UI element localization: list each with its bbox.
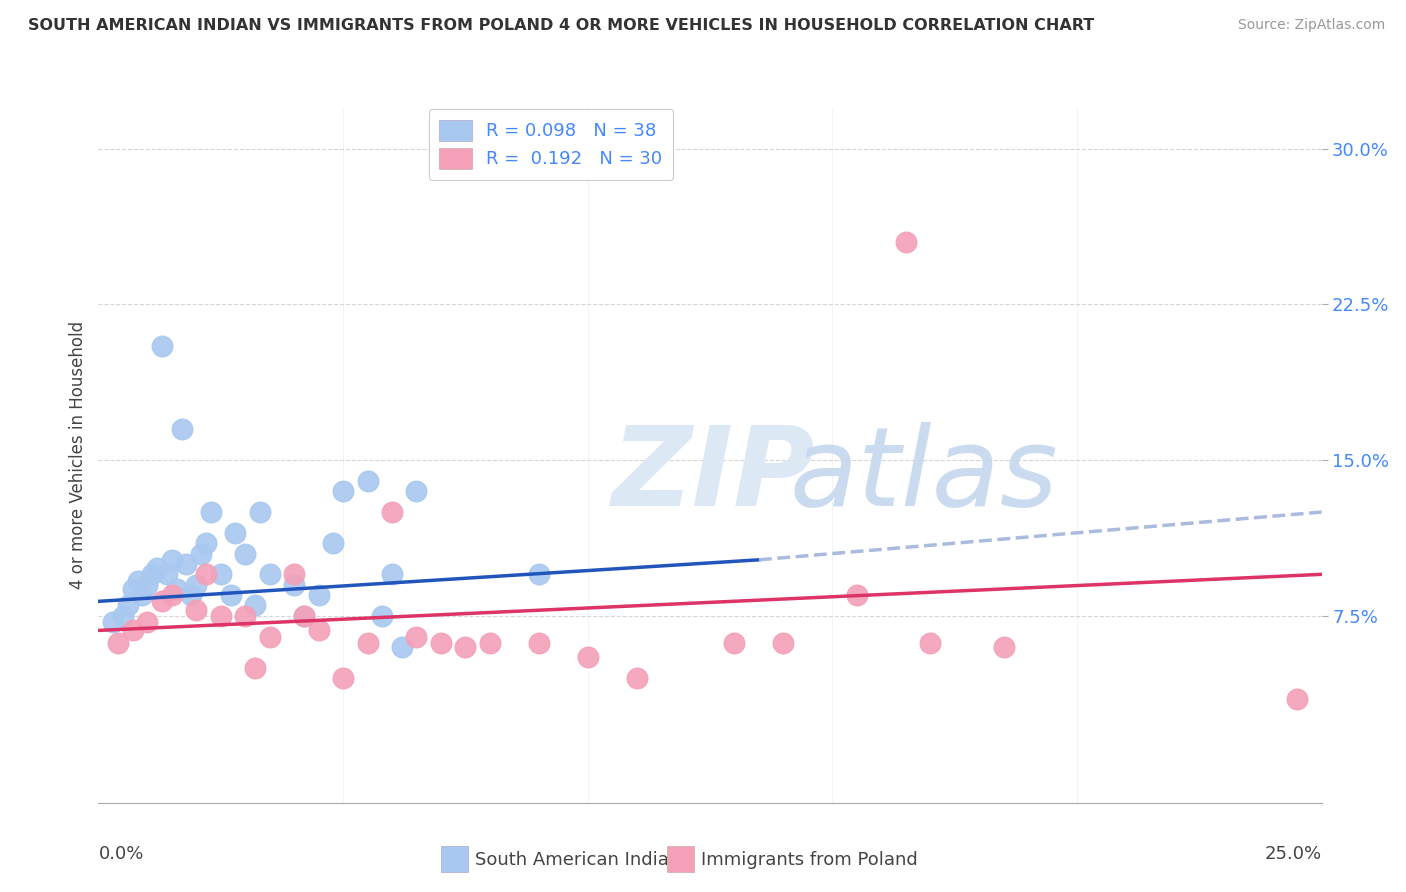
Point <box>454 640 477 654</box>
Point <box>772 636 794 650</box>
Point <box>160 588 183 602</box>
Y-axis label: 4 or more Vehicles in Household: 4 or more Vehicles in Household <box>69 321 87 589</box>
Point <box>170 422 193 436</box>
Point <box>920 636 942 650</box>
Point <box>405 630 427 644</box>
Point <box>190 547 212 561</box>
Point <box>478 636 501 650</box>
Point <box>176 557 198 571</box>
Point <box>430 636 453 650</box>
Bar <box>441 846 468 872</box>
Point <box>219 588 242 602</box>
Point <box>136 578 159 592</box>
Point <box>224 525 246 540</box>
Point <box>200 505 222 519</box>
Text: 0.0%: 0.0% <box>98 845 143 863</box>
Point <box>527 636 550 650</box>
Point <box>249 505 271 519</box>
Point <box>283 578 305 592</box>
Point <box>131 588 153 602</box>
Point <box>322 536 344 550</box>
Point <box>894 235 917 249</box>
Point <box>186 602 208 616</box>
Point <box>121 624 143 638</box>
Point <box>186 578 208 592</box>
Point <box>150 594 173 608</box>
Point <box>209 567 232 582</box>
Point <box>626 671 648 685</box>
Point <box>308 624 330 638</box>
Point <box>292 608 315 623</box>
Point <box>141 567 163 582</box>
Point <box>993 640 1015 654</box>
Point <box>121 582 143 596</box>
Bar <box>668 846 695 872</box>
Point <box>243 599 266 613</box>
Point <box>101 615 124 629</box>
Point <box>117 599 139 613</box>
Point <box>845 588 868 602</box>
Point <box>233 608 256 623</box>
Text: South American Indians: South American Indians <box>475 851 690 869</box>
Text: SOUTH AMERICAN INDIAN VS IMMIGRANTS FROM POLAND 4 OR MORE VEHICLES IN HOUSEHOLD : SOUTH AMERICAN INDIAN VS IMMIGRANTS FROM… <box>28 18 1094 33</box>
Point <box>283 567 305 582</box>
Point <box>166 582 188 596</box>
Point <box>243 661 266 675</box>
Point <box>259 567 281 582</box>
Point <box>381 505 404 519</box>
Point <box>391 640 413 654</box>
Text: 25.0%: 25.0% <box>1264 845 1322 863</box>
Point <box>136 615 159 629</box>
Point <box>308 588 330 602</box>
Point <box>356 636 378 650</box>
Point <box>259 630 281 644</box>
Point <box>156 567 179 582</box>
Point <box>332 484 354 499</box>
Point <box>160 553 183 567</box>
Point <box>405 484 427 499</box>
Point <box>356 474 378 488</box>
Legend: R = 0.098   N = 38, R =  0.192   N = 30: R = 0.098 N = 38, R = 0.192 N = 30 <box>429 109 673 179</box>
Text: Immigrants from Poland: Immigrants from Poland <box>702 851 918 869</box>
Point <box>292 608 315 623</box>
Point <box>146 561 169 575</box>
Point <box>127 574 149 588</box>
Text: Source: ZipAtlas.com: Source: ZipAtlas.com <box>1237 18 1385 32</box>
Point <box>371 608 394 623</box>
Point <box>195 536 218 550</box>
Point <box>233 547 256 561</box>
Point <box>111 608 134 623</box>
Point <box>527 567 550 582</box>
Text: atlas: atlas <box>790 422 1059 529</box>
Point <box>150 339 173 353</box>
Point <box>332 671 354 685</box>
Text: ZIP: ZIP <box>612 422 815 529</box>
Point <box>195 567 218 582</box>
Point <box>1286 692 1309 706</box>
Point <box>576 650 599 665</box>
Point <box>209 608 232 623</box>
Point <box>180 588 202 602</box>
Point <box>723 636 745 650</box>
Point <box>381 567 404 582</box>
Point <box>107 636 129 650</box>
